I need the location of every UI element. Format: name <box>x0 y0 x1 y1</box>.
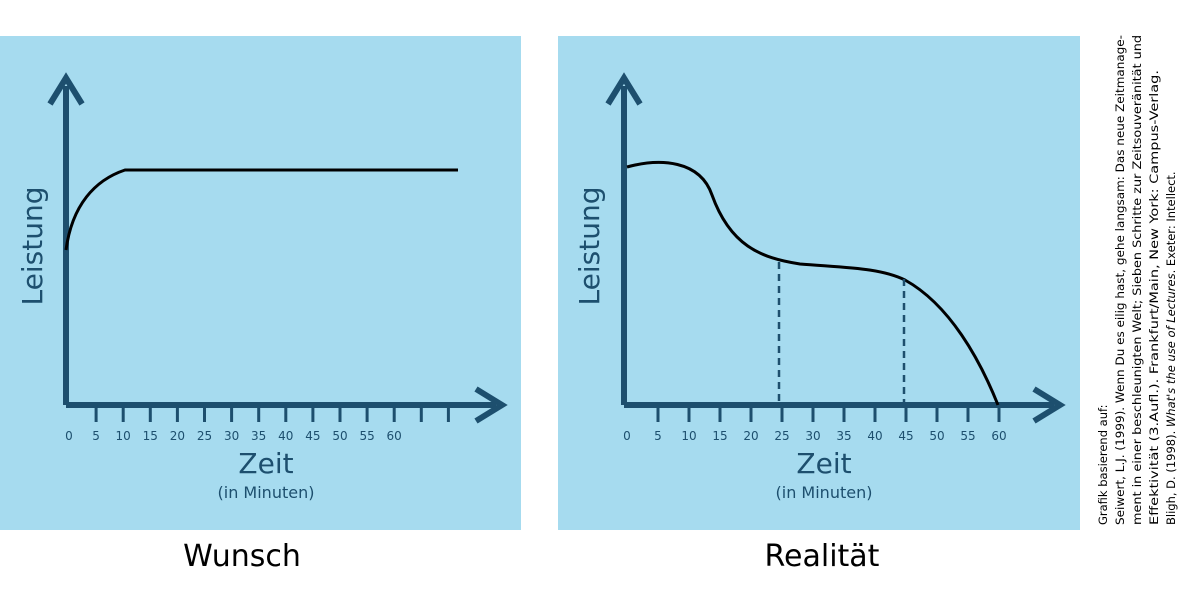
y-label: Leistung <box>16 187 49 306</box>
tick-label: 30 <box>805 429 820 443</box>
tick-label: 10 <box>681 429 696 443</box>
source-line: Bligh, D. (1998). What's the use of Lect… <box>1164 171 1178 525</box>
source-line: Effektivität (3.Aufl.). Frankfurt/Main, … <box>1147 70 1161 525</box>
tick-label: 15 <box>712 429 727 443</box>
tick-label: 15 <box>143 429 158 443</box>
text: . Exeter: Intellect. <box>1164 171 1178 273</box>
tick-label: 35 <box>836 429 851 443</box>
y-label: Leistung <box>573 187 606 306</box>
curve <box>64 168 458 251</box>
x-label: Zeit <box>796 447 851 480</box>
tick-label: 45 <box>898 429 913 443</box>
text: Bligh, D. (1998). <box>1164 427 1178 525</box>
tick-label: 20 <box>743 429 758 443</box>
tick-label: 25 <box>774 429 789 443</box>
x-label: Zeit <box>238 447 293 480</box>
tick-label: 60 <box>387 429 402 443</box>
tick-label: 25 <box>197 429 212 443</box>
tick-label: 40 <box>867 429 882 443</box>
source-line: Seiwert, L.J. (1999). Wenn Du es eilig h… <box>1113 35 1127 525</box>
text: What's the use of Lectures <box>1164 273 1178 427</box>
tick-label: 60 <box>991 429 1006 443</box>
tick-label: 50 <box>332 429 347 443</box>
tick-label: 5 <box>654 429 662 443</box>
panel-bg <box>558 36 1080 530</box>
arrow <box>1032 386 1066 424</box>
axes <box>621 86 1054 408</box>
tick-label: 35 <box>251 429 266 443</box>
tick-label: 55 <box>960 429 975 443</box>
arrow <box>47 72 85 106</box>
labels: Wunsch Realität Leistung Leistung Zeit Z… <box>16 35 1178 574</box>
tick-label: 20 <box>170 429 185 443</box>
tick-label: 0 <box>623 429 631 443</box>
dashed-line <box>777 262 906 405</box>
tick-label: 50 <box>929 429 944 443</box>
x-unit: (in Minuten) <box>776 483 873 502</box>
tick-label: 40 <box>278 429 293 443</box>
tick-label: 10 <box>116 429 131 443</box>
source-heading: Grafik basierend auf: <box>1096 405 1110 526</box>
tick-label: 45 <box>305 429 320 443</box>
panel-bg <box>0 36 521 530</box>
arrow <box>605 72 643 106</box>
curve <box>626 161 1000 406</box>
panel-title: Realität <box>765 539 880 574</box>
tick-label: 30 <box>224 429 239 443</box>
arrow <box>474 386 508 424</box>
x-unit: (in Minuten) <box>218 483 315 502</box>
source-line: ment in einer beschleunigten Welt; Siebe… <box>1130 35 1144 525</box>
tick-label: 5 <box>92 429 100 443</box>
tick-label: 0 <box>65 429 73 443</box>
panel-title: Wunsch <box>183 539 301 574</box>
tick-label: 55 <box>359 429 374 443</box>
